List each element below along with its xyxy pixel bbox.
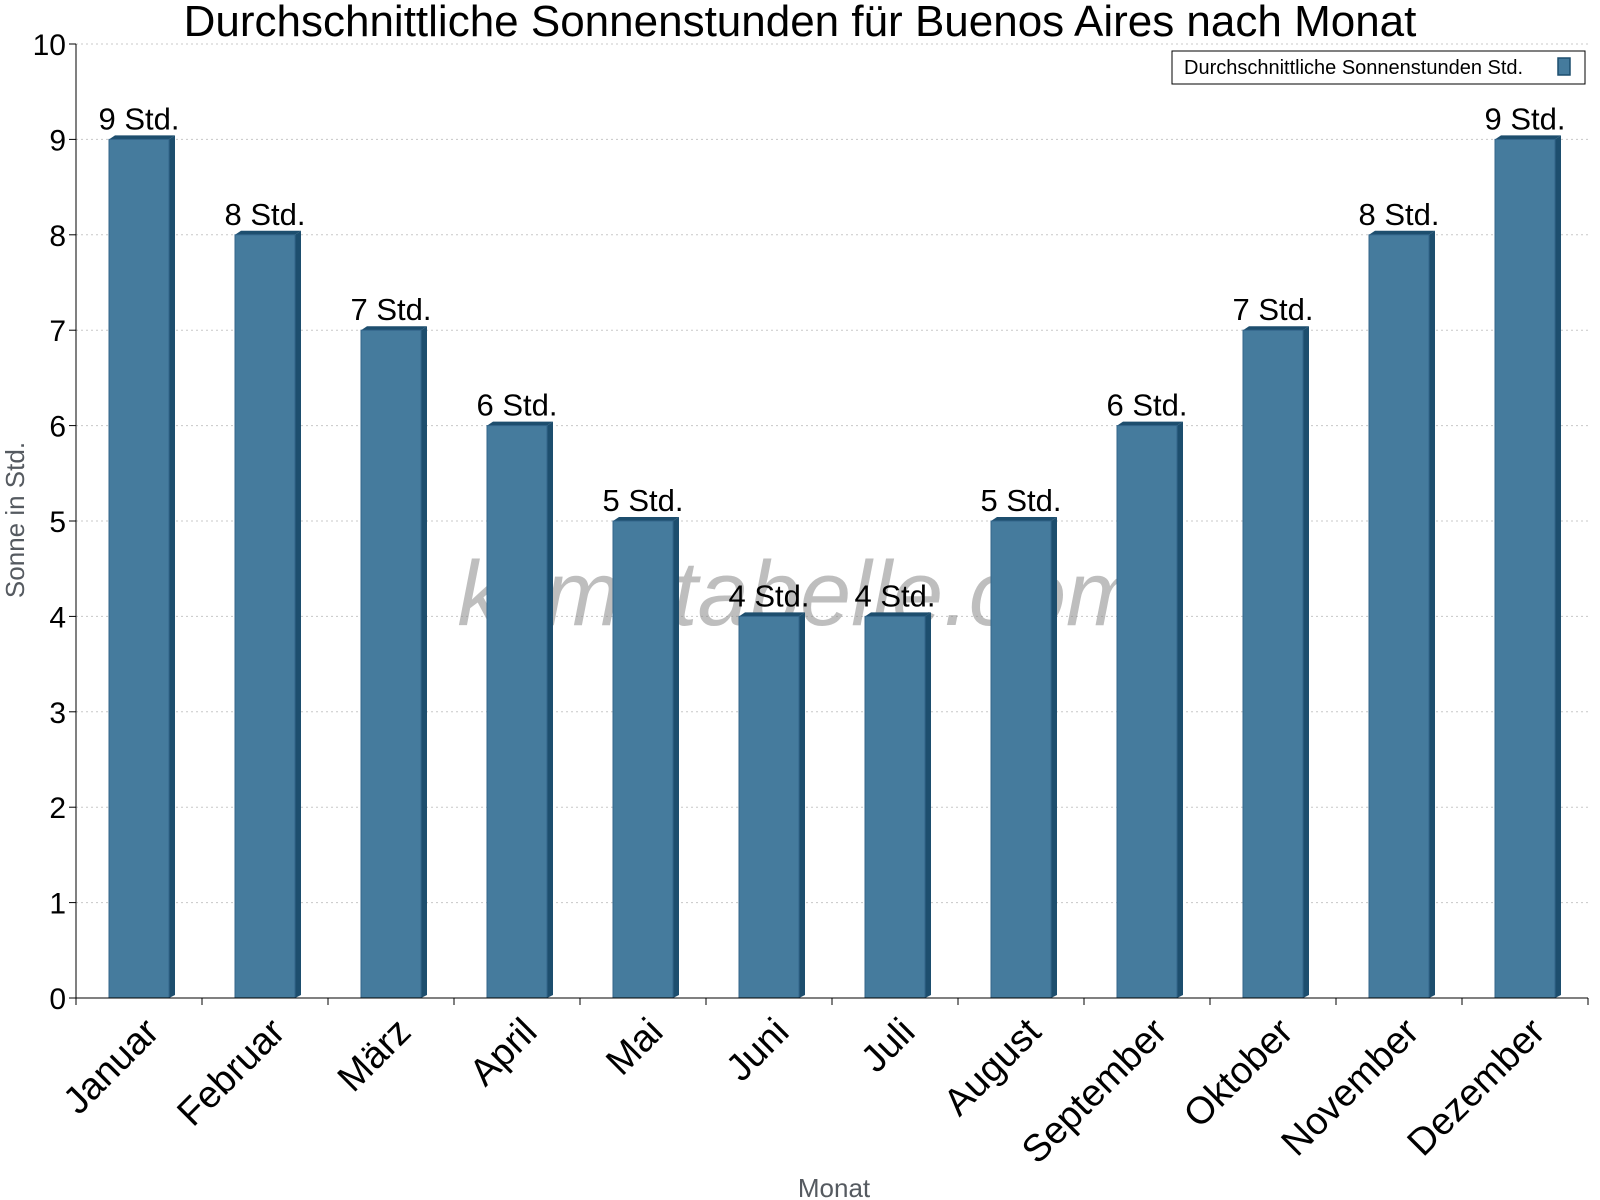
y-tick-label: 6 bbox=[49, 411, 66, 444]
bar-front bbox=[360, 329, 422, 999]
data-label: 8 Std. bbox=[225, 197, 306, 232]
x-tick-label: Februar bbox=[170, 1010, 294, 1134]
data-label: 6 Std. bbox=[1107, 388, 1188, 423]
x-tick-label: Januar bbox=[55, 1010, 167, 1122]
data-label: 5 Std. bbox=[603, 483, 684, 518]
bar bbox=[1242, 326, 1309, 999]
x-tick-label: Dezember bbox=[1400, 1010, 1554, 1164]
bar-side bbox=[1051, 517, 1057, 998]
bar-top bbox=[991, 517, 1057, 521]
y-tick-label: 0 bbox=[49, 983, 66, 1016]
bar-side bbox=[1429, 230, 1435, 999]
legend-label: Durchschnittliche Sonnenstunden Std. bbox=[1184, 57, 1523, 79]
bar bbox=[990, 517, 1057, 999]
bar bbox=[864, 612, 931, 999]
bar-front bbox=[1368, 234, 1430, 999]
bar bbox=[612, 517, 679, 999]
bar-top bbox=[1495, 135, 1561, 140]
bar-side bbox=[1177, 421, 1183, 999]
chart-title: Durchschnittliche Sonnenstunden für Buen… bbox=[184, 0, 1417, 46]
data-label: 7 Std. bbox=[1233, 292, 1314, 327]
bars bbox=[108, 135, 1561, 999]
bar bbox=[1116, 421, 1183, 999]
x-tick-label: August bbox=[936, 1010, 1050, 1124]
bar-side bbox=[799, 612, 805, 998]
bar-side bbox=[169, 135, 175, 998]
bar-top bbox=[1369, 230, 1435, 235]
legend-swatch bbox=[1557, 57, 1571, 76]
bar-front bbox=[1242, 329, 1304, 999]
bar-top bbox=[1117, 421, 1183, 426]
bar-top bbox=[739, 612, 805, 617]
data-label: 5 Std. bbox=[981, 483, 1062, 518]
data-label: 4 Std. bbox=[855, 578, 936, 613]
bar-top bbox=[613, 517, 679, 521]
bar-side bbox=[925, 612, 931, 998]
bar-top bbox=[361, 326, 427, 331]
bar-side bbox=[295, 230, 301, 999]
data-label: 6 Std. bbox=[477, 388, 558, 423]
data-label: 9 Std. bbox=[1485, 101, 1566, 136]
bar bbox=[486, 421, 553, 999]
bar-front bbox=[234, 234, 296, 999]
x-tick-label: Juli bbox=[853, 1011, 923, 1081]
y-tick-label: 8 bbox=[49, 220, 66, 253]
y-tick-label: 10 bbox=[33, 29, 66, 62]
legend-box bbox=[1171, 50, 1586, 85]
y-tick-label: 1 bbox=[49, 888, 66, 921]
x-tick-label: November bbox=[1274, 1010, 1428, 1164]
y-tick-label: 7 bbox=[49, 315, 66, 348]
x-tick-label: Juni bbox=[718, 1011, 797, 1090]
data-label: 4 Std. bbox=[729, 578, 810, 613]
bar-front bbox=[486, 425, 548, 999]
bar bbox=[1368, 230, 1435, 999]
x-tick-label: Mai bbox=[598, 1011, 671, 1084]
bar-side bbox=[421, 326, 427, 998]
y-axis-title: Sonne in Std. bbox=[0, 442, 30, 598]
bar-side bbox=[1555, 135, 1561, 998]
bar bbox=[738, 612, 805, 999]
bar-top bbox=[865, 612, 931, 617]
bar-top bbox=[235, 230, 301, 235]
y-tick-label: 9 bbox=[49, 124, 66, 157]
bar-front bbox=[108, 138, 170, 999]
gridlines bbox=[76, 43, 1588, 904]
y-tick-label: 5 bbox=[49, 506, 66, 539]
x-tick-label: März bbox=[330, 1011, 419, 1100]
bar bbox=[360, 326, 427, 999]
bar bbox=[108, 135, 175, 999]
bar-front bbox=[1494, 138, 1556, 999]
x-axis-title: Monat bbox=[798, 1173, 871, 1200]
bar-front bbox=[864, 615, 926, 999]
bar-front bbox=[1116, 425, 1178, 999]
data-label: 9 Std. bbox=[99, 101, 180, 136]
data-label: 8 Std. bbox=[1359, 197, 1440, 232]
x-tick-label: April bbox=[462, 1011, 545, 1094]
bar-top bbox=[1243, 326, 1309, 331]
bar bbox=[1494, 135, 1561, 999]
data-label: 7 Std. bbox=[351, 292, 432, 327]
bar-front bbox=[612, 520, 674, 999]
bar-side bbox=[1303, 326, 1309, 998]
legend: Durchschnittliche Sonnenstunden Std. bbox=[1171, 50, 1586, 85]
y-tick-label: 4 bbox=[49, 601, 66, 634]
bar bbox=[234, 230, 301, 999]
bar-front bbox=[738, 615, 800, 999]
bar-top bbox=[487, 421, 553, 426]
y-tick-label: 3 bbox=[49, 697, 66, 730]
bar-side bbox=[673, 517, 679, 998]
bar-top bbox=[109, 135, 175, 140]
bar-front bbox=[990, 520, 1052, 999]
x-tick-label: Oktober bbox=[1176, 1010, 1302, 1136]
y-tick-label: 2 bbox=[49, 792, 66, 825]
data-labels: 9 Std. 8 Std. 7 Std. 6 Std. 5 Std. 4 Std. 4 St… bbox=[99, 101, 1566, 613]
bar-side bbox=[547, 421, 553, 999]
